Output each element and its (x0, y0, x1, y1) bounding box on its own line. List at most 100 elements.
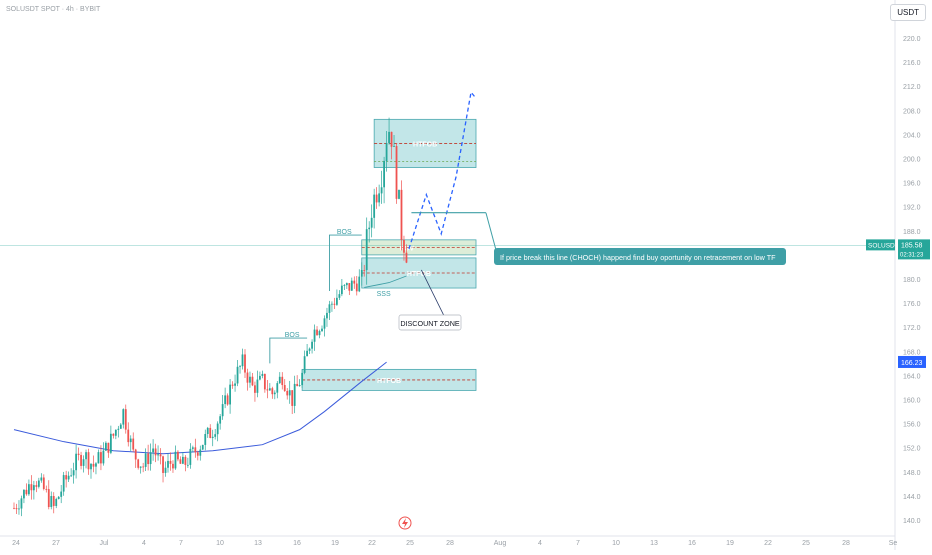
y-tick-label: 188.0 (903, 229, 921, 236)
candle-body (378, 193, 381, 203)
moving-average-layer (13, 361, 387, 455)
candle-body (52, 496, 55, 506)
candle-body (400, 189, 403, 241)
current-price-value: 185.58 (901, 242, 923, 249)
x-tick-label: 27 (52, 540, 60, 547)
candle-body (328, 304, 331, 313)
candle-body (162, 456, 164, 473)
candle-body (15, 508, 18, 510)
candle-body (263, 373, 266, 390)
candle-body (375, 194, 378, 203)
candle-body (326, 312, 328, 319)
candle-body (13, 507, 15, 509)
candle-body (234, 383, 236, 386)
x-tick-label: 16 (688, 540, 696, 547)
lightning-icon[interactable] (398, 516, 412, 530)
y-tick-label: 196.0 (903, 181, 921, 188)
x-tick-label: 7 (179, 540, 183, 547)
candle-body (132, 438, 135, 450)
y-tick-label: 212.0 (903, 84, 921, 91)
ma-value: 166.23 (901, 360, 923, 367)
sss-line (364, 275, 407, 288)
x-tick-label: 28 (446, 540, 454, 547)
candle-body (92, 463, 95, 467)
candle-body (67, 475, 70, 480)
y-tick-label: 208.0 (903, 108, 921, 115)
candle-body (343, 285, 346, 286)
candle-body (323, 318, 326, 329)
candle-body (204, 434, 207, 445)
candle-body (32, 485, 35, 491)
candle-body (112, 433, 115, 436)
sss-label: SSS (377, 291, 391, 298)
candle-body (164, 467, 167, 473)
candle-body (100, 452, 102, 464)
candle-body (139, 466, 142, 468)
candle-body (321, 328, 323, 332)
candle-body (194, 447, 197, 453)
candle-body (20, 498, 23, 509)
labels-layer: BOS BOS SSS If price break this line (CHOCH… (269, 212, 930, 368)
zone-label: HTFOB (377, 378, 401, 385)
candle-body (35, 485, 38, 487)
current-price-badge (898, 239, 930, 260)
y-tick-label: 156.0 (903, 422, 921, 429)
candle-body (363, 270, 366, 271)
x-tick-label: 25 (406, 540, 414, 547)
candle-body (398, 189, 400, 199)
x-tick-label: 22 (764, 540, 772, 547)
candle-body (313, 329, 316, 342)
candle-body (179, 459, 182, 464)
candle-body (368, 227, 371, 230)
candle-body (221, 404, 224, 417)
candle-body (77, 453, 80, 455)
zone-label: FGV (400, 245, 415, 252)
zone-label: HTFOB (413, 141, 437, 148)
candle-body (119, 424, 122, 429)
y-tick-label: 164.0 (903, 373, 921, 380)
candle-body (236, 366, 239, 384)
x-tick-label: Aug (494, 540, 507, 547)
candle-body (281, 376, 284, 386)
candle-body (268, 388, 271, 391)
candle-body (308, 348, 311, 351)
currency-button[interactable]: USDT (890, 4, 926, 21)
candle-body (224, 395, 227, 405)
candle-body (286, 390, 289, 396)
candle-body (137, 459, 140, 468)
candle-body (30, 484, 33, 491)
candle-body (199, 449, 202, 456)
candle-body (147, 453, 150, 465)
x-tick-label: 24 (12, 540, 20, 547)
y-tick-label: 148.0 (903, 470, 921, 477)
candle-body (167, 460, 169, 468)
candle-body (105, 442, 107, 451)
candle-body (303, 356, 306, 373)
candle-body (370, 217, 373, 228)
symbol-badge-text: SOLUSDT (868, 242, 899, 249)
x-axis: 24 27 Jul 4 7 10 13 16 19 22 25 28 Aug 4 7 10 13 16 19 22 25… (12, 540, 897, 547)
bos-upper-line (329, 234, 362, 292)
candle-body (390, 131, 393, 147)
candle-body (298, 385, 301, 387)
candle-body (383, 160, 385, 188)
candle-body (124, 409, 127, 430)
candle-body (331, 303, 333, 305)
candle-body (316, 329, 318, 336)
y-axis: 220.0 216.0 212.0 208.0 204.0 200.0 196.0 192.0… (903, 36, 921, 525)
candle-body (259, 375, 261, 380)
candle-body (40, 477, 43, 481)
candle-body (254, 385, 256, 393)
candle-body (393, 146, 395, 147)
candle-body (117, 428, 120, 430)
candle-body (107, 442, 110, 453)
discount-box[interactable] (398, 314, 462, 331)
candle-body (87, 452, 90, 470)
candle-body (102, 450, 105, 464)
candle-body (301, 372, 304, 386)
annotation-box[interactable] (494, 248, 786, 265)
candle-body (214, 434, 217, 437)
candle-body (149, 452, 152, 465)
